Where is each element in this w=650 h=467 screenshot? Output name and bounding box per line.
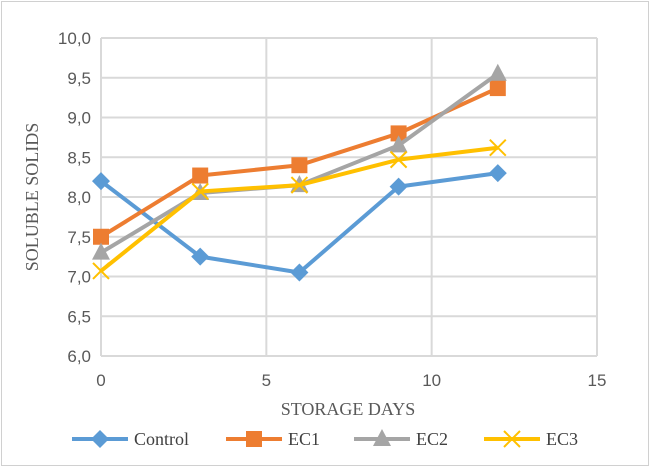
series-lines [92, 63, 507, 282]
x-marker-stroke [290, 176, 309, 194]
x-tick-label: 10 [422, 371, 441, 390]
square-marker [291, 157, 308, 174]
x-marker-stroke [92, 262, 110, 280]
x-marker-stroke [191, 182, 209, 201]
diamond-marker [191, 247, 210, 266]
y-tick-label: 9,5 [67, 69, 91, 88]
legend-label: EC2 [416, 429, 448, 449]
y-tick-label: 10,0 [58, 29, 91, 48]
y-axis-label: SOLUBLE SOLIDS [22, 123, 42, 272]
series-control [92, 164, 507, 282]
diamond-marker [92, 172, 110, 191]
series-ec1 [93, 80, 506, 245]
x-marker-stroke [389, 150, 408, 169]
y-tick-label: 8,5 [67, 148, 91, 167]
square-marker [390, 125, 407, 142]
tick-labels: 6,0 6,5 7,0 7,5 8,0 8,5 9,0 9,5 10,0 0 5 10 15 [58, 29, 607, 390]
triangle-marker [92, 242, 110, 260]
square-marker [246, 431, 262, 447]
triangle-marker [373, 429, 391, 446]
gridlines [100, 37, 598, 357]
legend-item-ec2: EC2 [354, 429, 448, 449]
diamond-marker [91, 430, 109, 448]
diamond-marker [290, 263, 309, 282]
triangle-marker [389, 135, 408, 153]
legend-item-control: Control [72, 429, 189, 449]
series-ec3 [92, 139, 507, 280]
x-marker [92, 262, 110, 280]
legend-item-ec3: EC3 [484, 429, 578, 449]
y-tick-label: 7,5 [67, 228, 91, 247]
y-tick-label: 6,5 [67, 307, 91, 326]
x-marker [503, 430, 521, 448]
x-marker [389, 150, 408, 169]
x-tick-label: 15 [588, 371, 607, 390]
legend-label: EC3 [546, 429, 578, 449]
x-marker [489, 139, 507, 157]
legend-label: Control [134, 429, 189, 449]
x-marker [191, 182, 209, 201]
square-marker [93, 228, 109, 245]
square-marker [489, 80, 506, 97]
x-marker [290, 176, 309, 194]
diamond-marker [389, 177, 408, 196]
x-tick-label: 5 [262, 371, 271, 390]
triangle-marker [488, 63, 507, 81]
y-tick-label: 6,0 [67, 347, 91, 366]
legend: Control EC1 EC2 EC3 [72, 429, 578, 449]
x-marker-stroke [489, 139, 507, 157]
x-axis-label: STORAGE DAYS [281, 399, 416, 419]
y-tick-label: 9,0 [67, 109, 91, 128]
y-tick-label: 7,0 [67, 268, 91, 287]
x-tick-label: 0 [96, 371, 105, 390]
square-marker [192, 167, 209, 184]
legend-label: EC1 [288, 429, 320, 449]
legend-item-ec1: EC1 [226, 429, 320, 449]
x-marker-stroke [503, 430, 521, 448]
diamond-marker [488, 164, 507, 183]
y-tick-label: 8,0 [67, 188, 91, 207]
